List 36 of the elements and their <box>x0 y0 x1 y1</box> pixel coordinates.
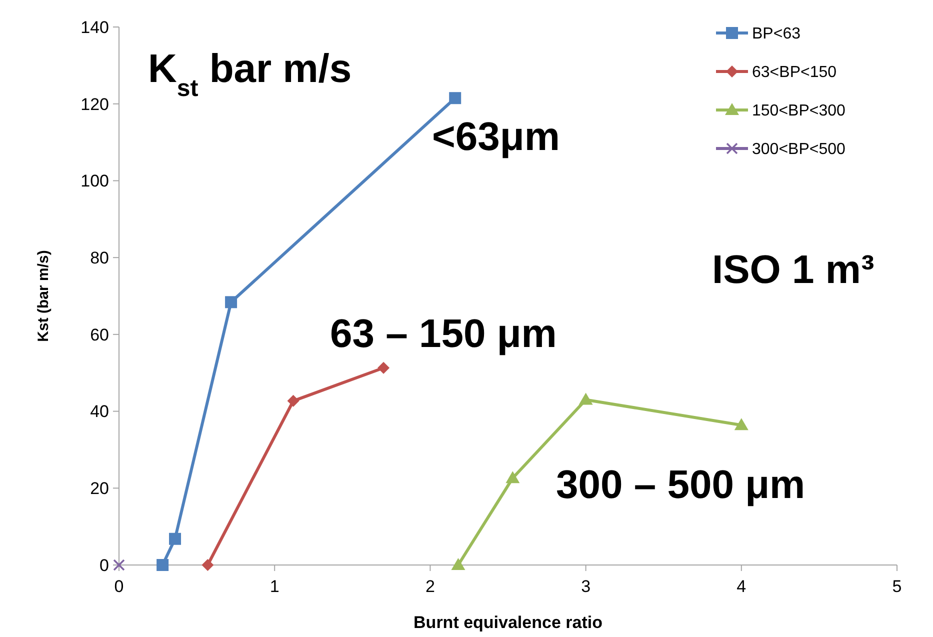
y-tick-label: 0 <box>100 556 109 575</box>
point <box>449 92 462 104</box>
y-axis-title: Kst (bar m/s) <box>35 250 52 342</box>
x-tick-label: 5 <box>892 577 902 596</box>
x-tick-label: 1 <box>270 577 280 596</box>
point <box>506 471 520 484</box>
point <box>202 559 214 571</box>
y-tick-label: 120 <box>80 94 109 114</box>
annotation: 300 – 500 μm <box>556 463 806 507</box>
x-tick-label: 0 <box>114 577 124 596</box>
legend-label: 300<BP<500 <box>752 141 846 158</box>
point <box>225 296 238 308</box>
point <box>156 559 169 571</box>
annotation: <63μm <box>432 115 560 159</box>
annotation: ISO 1 m³ <box>712 248 874 292</box>
legend-label: 150<BP<300 <box>752 102 846 120</box>
x-tick-label: 2 <box>425 577 435 596</box>
y-tick-label: 140 <box>80 18 109 37</box>
y-tick-label: 80 <box>90 248 109 268</box>
point <box>378 362 390 374</box>
annotation: 63 – 150 μm <box>330 312 557 356</box>
point <box>451 558 466 570</box>
point <box>734 418 748 430</box>
legend-label: BP<63 <box>752 26 801 43</box>
y-tick-label: 100 <box>80 172 109 191</box>
annotation: K$_{st}$ bar m/s <box>148 47 352 102</box>
point <box>287 394 300 407</box>
y-tick-label: 40 <box>90 402 109 422</box>
x-tick-label: 3 <box>581 577 591 596</box>
y-tick-label: 20 <box>90 479 109 498</box>
point <box>169 532 182 545</box>
legend-label: 63<BP<150 <box>752 64 837 82</box>
x-tick-label: 4 <box>736 577 746 596</box>
point <box>578 392 593 405</box>
y-tick-label: 60 <box>90 325 109 344</box>
x-axis-title: Burnt equivalence ratio <box>414 613 602 632</box>
